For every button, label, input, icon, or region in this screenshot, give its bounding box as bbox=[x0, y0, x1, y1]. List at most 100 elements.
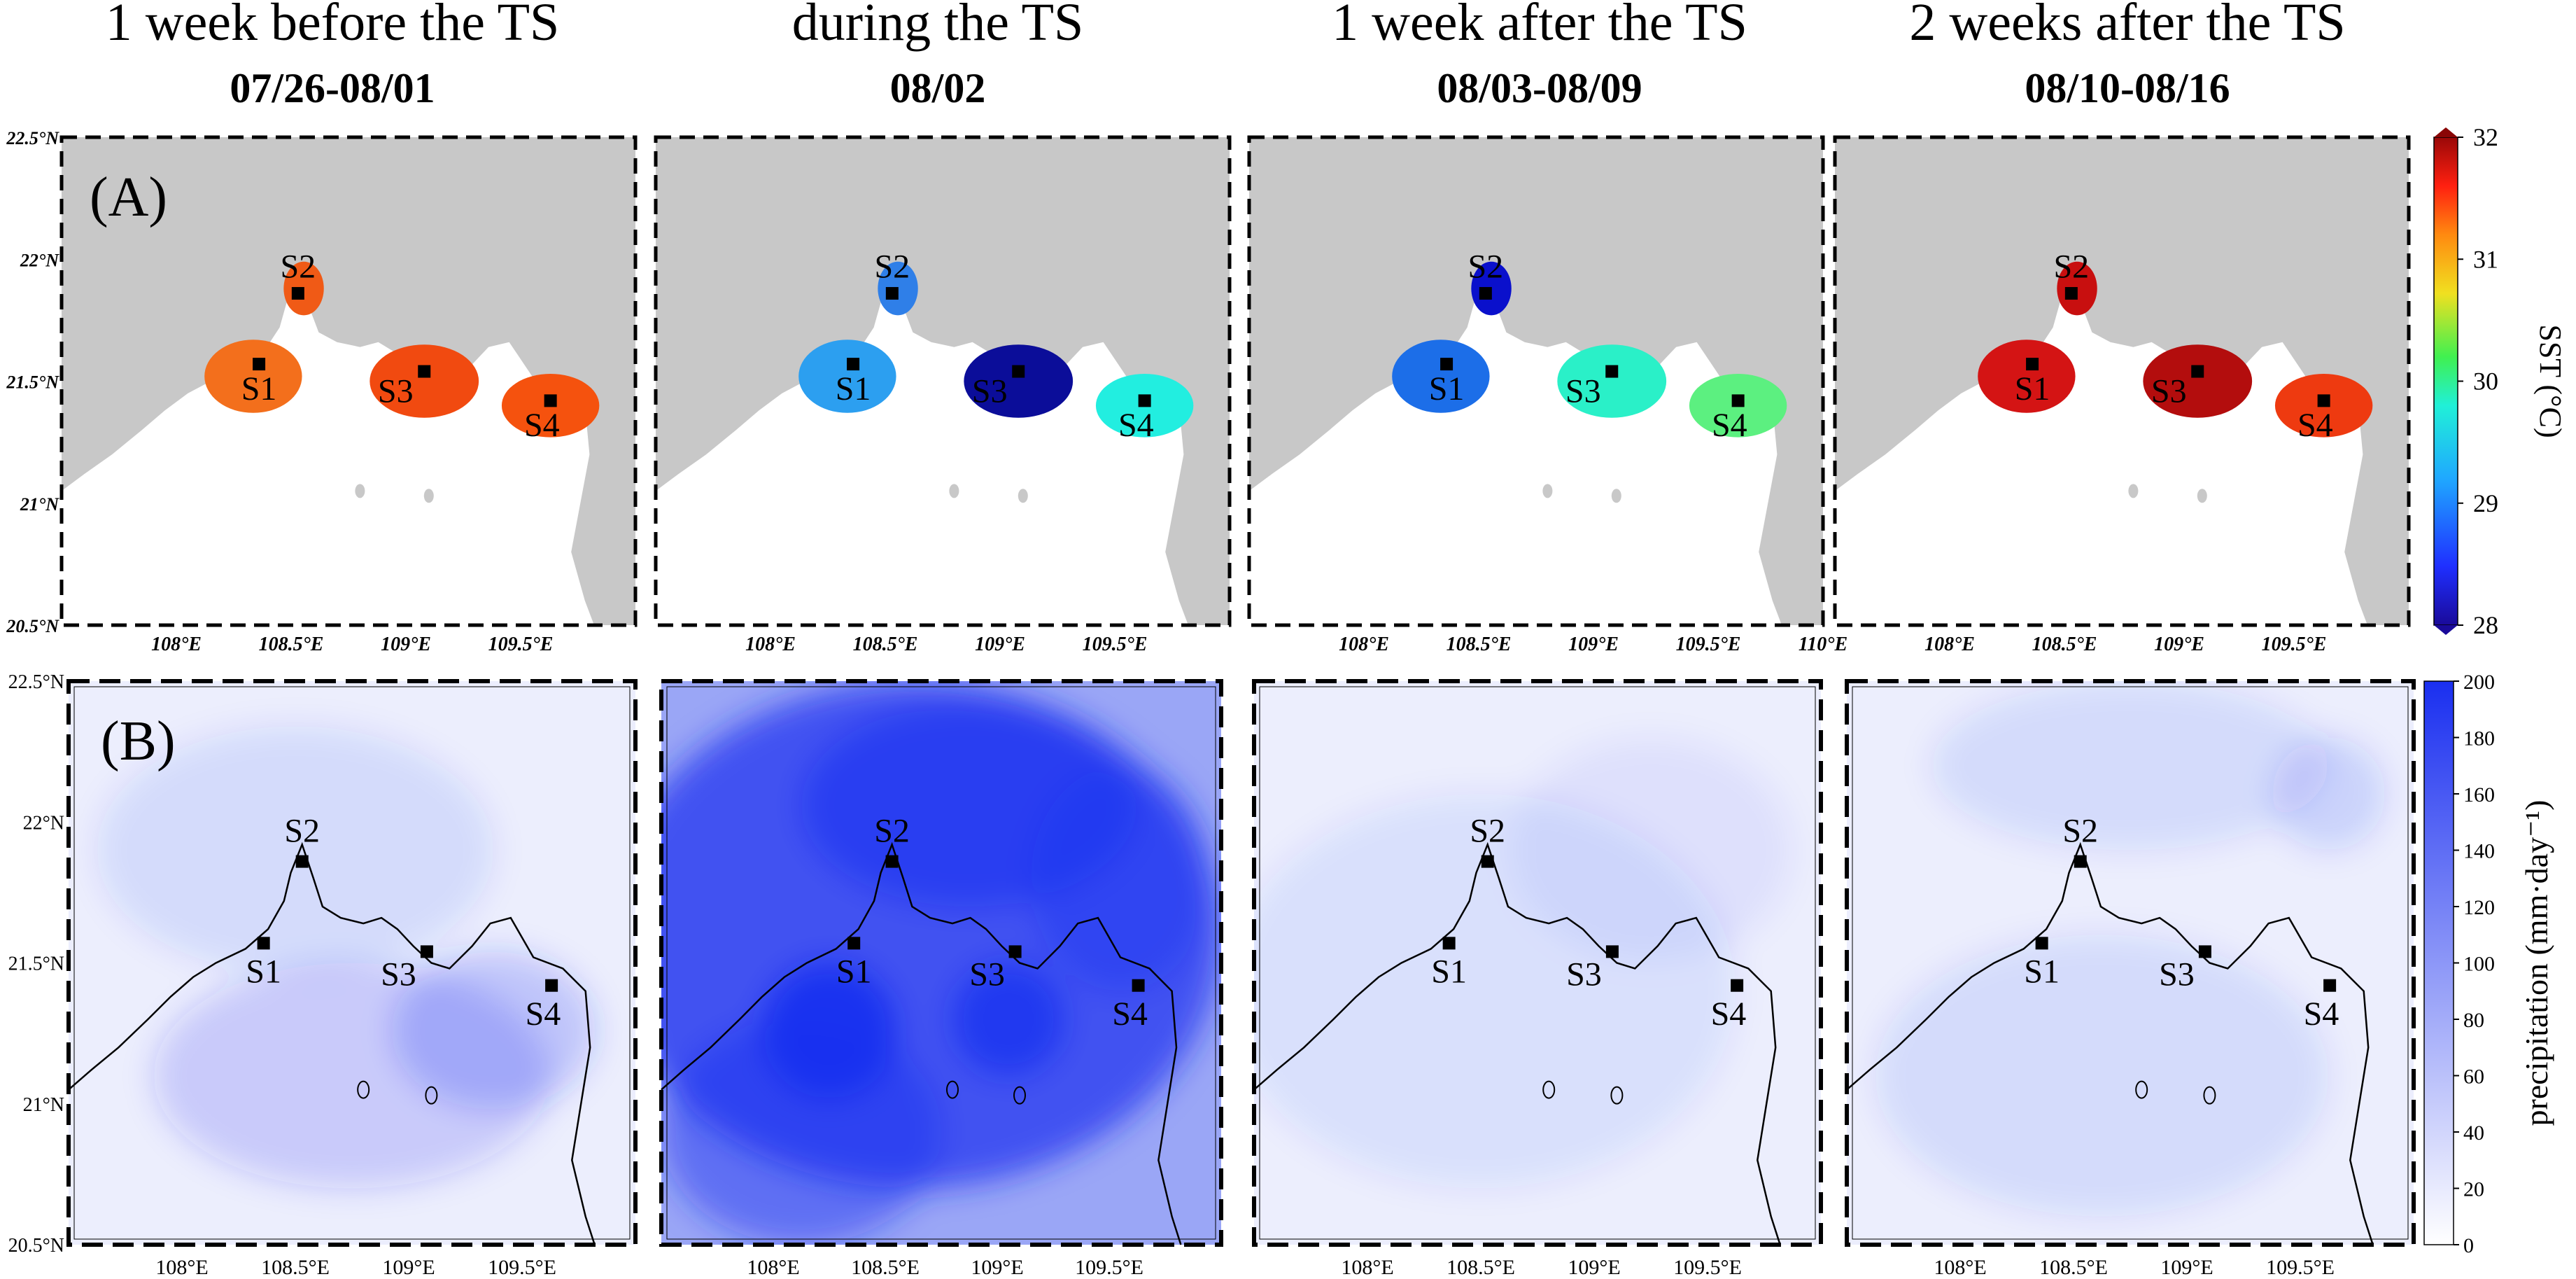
island bbox=[949, 484, 959, 498]
lon-tick-label: 109°E bbox=[2160, 1256, 2213, 1279]
lon-tick-label: 109°E bbox=[2154, 634, 2204, 655]
lon-tick-label: 108.5°E bbox=[853, 634, 918, 655]
island bbox=[425, 1086, 438, 1105]
precip-cell bbox=[661, 1019, 941, 1245]
precip-colorbar-gradient bbox=[2423, 680, 2454, 1245]
map-inner-frame bbox=[666, 686, 1216, 1240]
station-marker-s1 bbox=[1440, 358, 1454, 371]
precip-colorbar-label: precipitation (mm·day⁻¹) bbox=[2519, 800, 2554, 1126]
bay-s3 bbox=[369, 344, 479, 418]
lon-tick-label: 108.5°E bbox=[259, 634, 324, 655]
station-label-s1: S1 bbox=[1429, 370, 1465, 407]
station-marker-s1 bbox=[257, 937, 270, 950]
station-label-s3: S3 bbox=[1566, 956, 1602, 993]
lat-tick-label: 20.5°N bbox=[8, 1235, 64, 1257]
station-label-s4: S4 bbox=[1118, 407, 1154, 444]
lon-tick-label: 108°E bbox=[155, 1256, 208, 1279]
precip-colorbar: 200180160140120100806040200precipitation… bbox=[2423, 671, 2554, 1257]
lon-tick-label: 108.5°E bbox=[2039, 1256, 2108, 1279]
lon-tick-label: 108°E bbox=[1924, 634, 1975, 655]
station-marker-s3 bbox=[1605, 945, 1619, 958]
station-label-s4: S4 bbox=[2304, 995, 2339, 1033]
station-label-s1: S1 bbox=[2015, 370, 2050, 407]
sst-map-4: S1 S2 S3 S4 108°E 108.5°E 109°E 109.5°E bbox=[1833, 135, 2411, 655]
map-frame bbox=[1252, 679, 1823, 1247]
lon-tick-label: 109.5°E bbox=[488, 634, 554, 655]
station-marker-s2 bbox=[2074, 855, 2087, 868]
lon-tick-label: 109.5°E bbox=[2262, 634, 2327, 655]
station-marker-s1 bbox=[253, 358, 266, 371]
col-title-3: 1 week after the TS bbox=[1332, 0, 1747, 52]
station-label-s2: S2 bbox=[874, 249, 910, 286]
lat-tick-label: 21°N bbox=[23, 1094, 64, 1116]
station-marker-s3 bbox=[2191, 365, 2204, 378]
station-label-s4: S4 bbox=[1711, 995, 1747, 1033]
sst-colorbar-tick-label: 31 bbox=[2473, 245, 2498, 273]
station-marker-s2 bbox=[1479, 287, 1492, 300]
lon-tick-label: 109°E bbox=[975, 634, 1025, 655]
station-label-s1: S1 bbox=[1431, 953, 1467, 991]
lon-tick-label: 108°E bbox=[1339, 634, 1389, 655]
map-inner-frame bbox=[73, 686, 631, 1240]
bay-s1 bbox=[798, 340, 896, 413]
lon-tick-label: 109°E bbox=[382, 1256, 435, 1279]
station-label-s1: S1 bbox=[241, 370, 277, 407]
sst-colorbar-tick-label: 29 bbox=[2473, 489, 2498, 517]
sst-colorbar-label: SST (°C) bbox=[2533, 324, 2568, 438]
lon-tick-label: 109°E bbox=[1568, 634, 1619, 655]
island bbox=[1542, 484, 1553, 498]
precip-cell bbox=[1931, 681, 2329, 851]
station-marker-s4 bbox=[1731, 394, 1745, 407]
bay-s1 bbox=[204, 340, 302, 413]
sst-colorbar-tick-label: 28 bbox=[2473, 611, 2498, 639]
col-date-1: 07/26-08/01 bbox=[230, 65, 435, 111]
precip-field bbox=[661, 681, 1221, 1245]
precip-cell bbox=[1031, 765, 1210, 991]
island bbox=[2197, 489, 2207, 503]
map-frame bbox=[59, 135, 638, 627]
sst-colorbar-gradient bbox=[2433, 137, 2458, 626]
station-label-s4: S4 bbox=[2297, 407, 2333, 444]
coastline bbox=[1253, 841, 1781, 1245]
lat-tick-label: 21.5°N bbox=[8, 953, 64, 975]
station-marker-s4 bbox=[544, 394, 557, 407]
lon-tick-label: 109.5°E bbox=[2266, 1256, 2335, 1279]
sst-colorbar-tick-label: 32 bbox=[2473, 123, 2498, 151]
lat-tick-label: 22°N bbox=[20, 250, 59, 270]
precip-field bbox=[1875, 681, 2386, 1217]
station-label-s1: S1 bbox=[836, 370, 871, 407]
precip-colorbar-tick-label: 180 bbox=[2463, 727, 2495, 750]
station-marker-s4 bbox=[1731, 979, 1744, 992]
station-label-s2: S2 bbox=[280, 249, 316, 286]
station-marker-s3 bbox=[2198, 945, 2211, 958]
lat-tick-label: 20.5°N bbox=[6, 616, 59, 636]
sst-map-2: S1 S2 S3 S4 108°E 108.5°E 109°E 109.5°E bbox=[654, 135, 1232, 655]
bay-s1 bbox=[1392, 340, 1490, 413]
station-label-s2: S2 bbox=[1468, 249, 1503, 286]
station-label-s3: S3 bbox=[381, 956, 416, 993]
station-label-s1: S1 bbox=[2024, 953, 2060, 991]
island bbox=[355, 484, 365, 498]
col-title-1: 1 week before the TS bbox=[105, 0, 560, 52]
station-label-s4: S4 bbox=[524, 407, 560, 444]
lon-tick-label: 109.5°E bbox=[1673, 1256, 1742, 1279]
station-marker-s3 bbox=[1605, 365, 1619, 378]
map-frame bbox=[1833, 135, 2411, 627]
lon-tick-label: 109.5°E bbox=[1676, 634, 1741, 655]
station-label-s2: S2 bbox=[284, 812, 320, 849]
station-marker-s4 bbox=[2323, 979, 2337, 992]
island bbox=[1610, 1086, 1624, 1105]
lon-tick-label: 109.5°E bbox=[1083, 634, 1148, 655]
precip-map-1: S1 S2 S3 S4 108°E 108.5°E 109°E 109.5°E bbox=[66, 679, 638, 1279]
bay-s3 bbox=[1557, 344, 1667, 418]
colorbar-upper-arrow bbox=[2434, 127, 2458, 137]
station-marker-s2 bbox=[1481, 855, 1494, 868]
precip-colorbar-tick-label: 100 bbox=[2463, 953, 2495, 976]
map-inner-frame bbox=[1259, 686, 1816, 1240]
land-area bbox=[62, 137, 635, 625]
land-area bbox=[1835, 137, 2409, 625]
station-marker-s1 bbox=[1442, 937, 1456, 950]
lat-tick-label: 22°N bbox=[23, 812, 64, 834]
lat-tick-label: 22.5°N bbox=[8, 671, 64, 693]
